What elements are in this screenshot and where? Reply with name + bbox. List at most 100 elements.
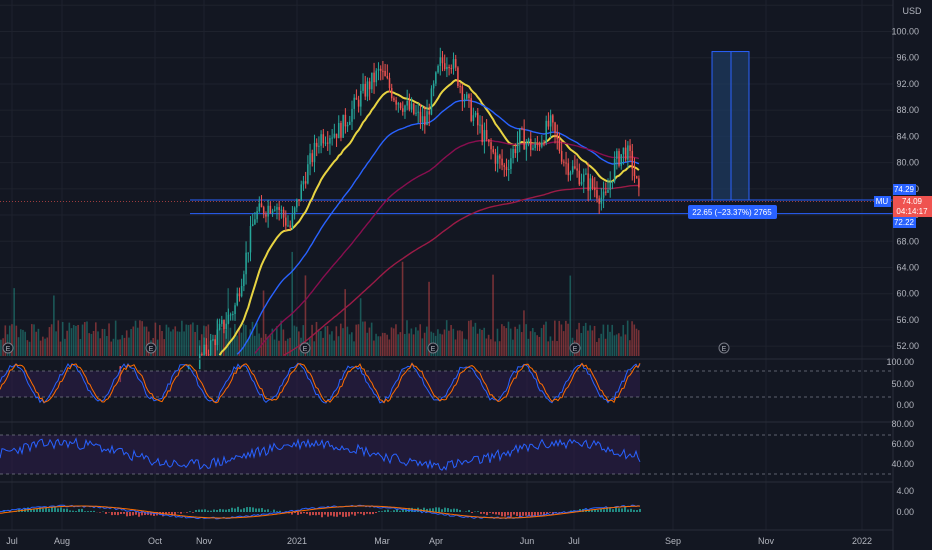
macd-histogram-bar — [180, 512, 182, 514]
macd-histogram-bar — [471, 512, 473, 514]
volume-bar — [441, 334, 444, 356]
volume-bar — [322, 337, 324, 356]
macd-histogram-bar — [378, 511, 380, 512]
candle-body — [320, 134, 322, 146]
volume-bar — [450, 325, 452, 356]
macd-histogram-bar — [405, 509, 407, 512]
earnings-e-icon[interactable] — [427, 342, 439, 354]
volume-bar — [426, 326, 428, 356]
volume-bar — [439, 333, 441, 356]
candle-body — [463, 98, 466, 100]
candle-body — [335, 133, 338, 139]
volume-bar — [470, 320, 472, 356]
rsi-tick-label: 40.00 — [891, 459, 914, 469]
macd-histogram-bar — [225, 509, 227, 512]
candle-body — [602, 191, 605, 198]
volume-bar — [136, 327, 139, 356]
volume-bar — [463, 338, 466, 356]
volume-bar — [130, 329, 132, 356]
volume-bar — [421, 338, 424, 356]
candle-body — [251, 224, 254, 227]
candle-body — [549, 115, 552, 127]
volume-bar — [24, 331, 26, 356]
volume-bar — [260, 337, 263, 356]
macd-histogram-bar — [414, 508, 416, 512]
macd-histogram-bar — [360, 512, 362, 514]
earnings-e-icon[interactable] — [145, 342, 157, 354]
macd-histogram-bar — [513, 512, 515, 515]
candle-body — [585, 173, 587, 175]
macd-pane — [0, 481, 893, 520]
volume-bar — [287, 338, 289, 356]
volume-bar — [106, 336, 108, 356]
macd-histogram-bar — [30, 509, 32, 512]
earnings-e-glyph: E — [303, 346, 308, 353]
price-tick-label: 96.00 — [896, 53, 919, 63]
volume-bar — [22, 329, 24, 356]
candle-body — [505, 166, 508, 170]
earnings-e-icon[interactable] — [569, 342, 581, 354]
candle-body — [282, 209, 285, 218]
volume-bar — [240, 332, 243, 356]
candle-body — [569, 172, 572, 176]
volume-bar — [273, 339, 276, 356]
lower-level-tag-bg — [893, 217, 916, 228]
volume-bar — [629, 340, 631, 356]
macd-histogram-bar — [234, 508, 236, 512]
candle-body — [587, 173, 589, 191]
volume-bar — [353, 341, 355, 356]
stoch-k-line — [0, 362, 641, 404]
measure-label: 22.65 (−23.37%) 2765 — [692, 208, 772, 217]
volume-bar — [505, 328, 508, 356]
candle-body — [373, 72, 375, 83]
volume-bar — [119, 339, 121, 356]
earnings-e-icon[interactable] — [2, 342, 14, 354]
macd-histogram-bar — [600, 508, 602, 512]
volume-bar — [569, 275, 572, 356]
candle-body — [450, 68, 453, 70]
candle-body — [234, 305, 236, 314]
volume-bar — [282, 329, 285, 356]
candle-body — [512, 149, 514, 159]
time-axis[interactable]: Jul Aug Oct Nov 2021 Mar Apr Jun Jul Sep Nov 2022 — [0, 529, 893, 546]
macd-histogram-bar — [324, 512, 326, 515]
candle-body — [435, 72, 437, 84]
macd-histogram-bar — [3, 511, 5, 512]
earnings-e-icon[interactable] — [299, 342, 311, 354]
candle-body — [377, 68, 380, 71]
candle-body — [600, 197, 603, 204]
macd-histogram-bar — [294, 512, 296, 514]
volume-bar — [512, 339, 514, 356]
volume-bar — [326, 325, 329, 356]
volume-bar — [437, 329, 439, 356]
candle-body — [302, 181, 305, 185]
volume-bar — [183, 331, 185, 356]
candle-body — [357, 99, 360, 107]
volume-bar — [189, 324, 192, 356]
candle-body — [342, 114, 344, 138]
candle-body — [607, 189, 609, 193]
macd-histogram-bar — [75, 511, 77, 512]
candle-body — [362, 83, 364, 91]
volume-bar — [17, 337, 20, 356]
volume-bar — [26, 340, 29, 356]
volume-bar — [346, 326, 349, 356]
volume-bar — [289, 337, 291, 356]
volume-bar — [545, 321, 547, 356]
volume-bar — [368, 327, 371, 356]
measure-tool[interactable]: 22.65 (−23.37%) 2765 — [688, 51, 777, 220]
volume-bar — [0, 339, 2, 356]
earnings-e-icon[interactable] — [718, 342, 730, 354]
macd-histogram-bar — [228, 509, 230, 512]
volume-bar — [70, 328, 73, 356]
candle-body — [417, 111, 419, 113]
volume-bar — [13, 288, 15, 356]
volume-bar — [134, 320, 137, 356]
volume-bar — [410, 328, 413, 356]
macd-histogram-bar — [144, 512, 146, 516]
macd-histogram-bar — [303, 512, 305, 514]
volume-bar — [66, 330, 68, 356]
volume-bar — [176, 331, 179, 356]
